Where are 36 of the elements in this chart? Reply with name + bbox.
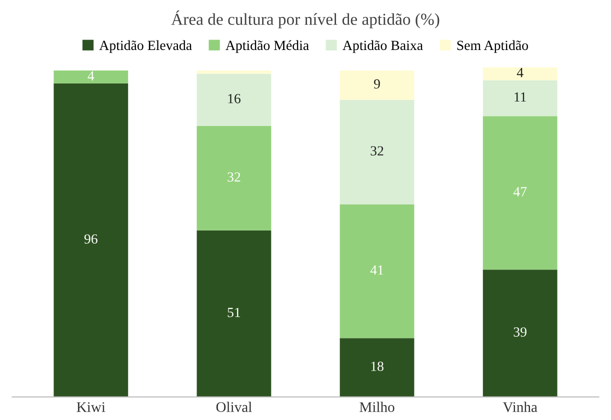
data-label: 51 <box>228 308 240 318</box>
legend-label: Aptidão Elevada <box>99 40 192 53</box>
bar <box>482 116 558 270</box>
x-tick-label: Kiwi <box>76 402 106 412</box>
data-label: 4 <box>516 68 524 78</box>
bar <box>54 70 128 84</box>
legend-label: Aptidão Baixa <box>342 40 423 53</box>
bar <box>340 100 414 204</box>
bar <box>482 67 558 80</box>
bar <box>196 230 272 397</box>
bar <box>340 70 414 100</box>
data-label: 96 <box>84 234 98 244</box>
bar <box>196 70 272 74</box>
bar <box>196 126 272 230</box>
data-label: 4 <box>88 71 94 80</box>
bar <box>196 74 272 126</box>
legend-label: Aptidão Média <box>226 40 309 53</box>
bar <box>340 204 414 338</box>
data-label: 47 <box>513 187 527 196</box>
x-tick-label: Olival <box>216 402 252 412</box>
data-label: 9 <box>374 79 380 89</box>
chart-title: Área de cultura por nível de aptidão (%) <box>171 10 440 28</box>
data-label: 32 <box>370 146 384 156</box>
data-label: 16 <box>228 94 240 104</box>
x-tick-label: Milho <box>360 402 394 412</box>
data-label: 18 <box>371 362 384 371</box>
data-label: 41 <box>370 265 384 275</box>
bar <box>340 338 414 397</box>
bar <box>482 80 558 116</box>
data-label: 11 <box>514 92 526 102</box>
legend-label: Sem Aptidão <box>457 40 528 53</box>
data-label: 32 <box>228 172 240 182</box>
x-tick-label: Vinha <box>502 402 538 412</box>
bar <box>482 270 558 397</box>
data-label: 39 <box>514 327 526 337</box>
bar <box>54 84 128 397</box>
